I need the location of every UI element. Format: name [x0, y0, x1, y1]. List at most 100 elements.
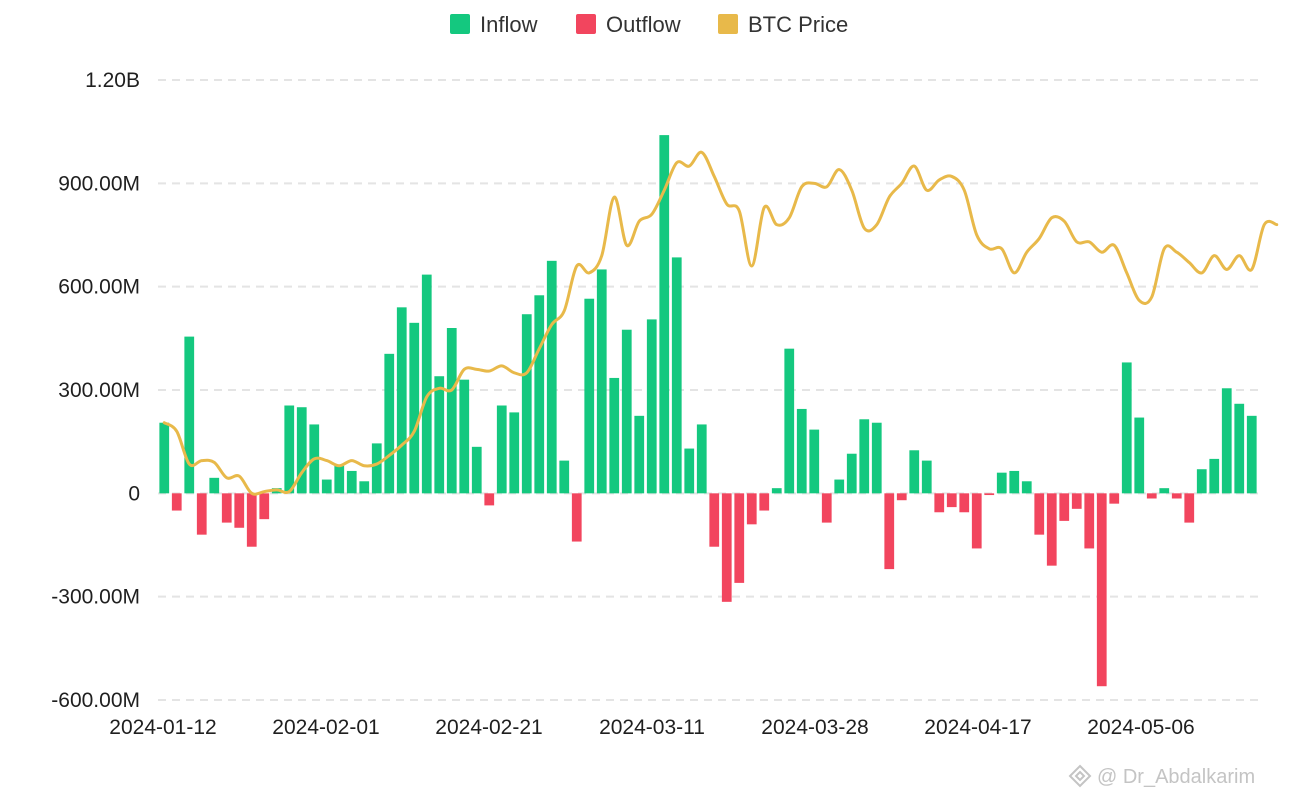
outflow-bar [221, 493, 232, 523]
outflow-bar [246, 493, 257, 547]
outflow-bar [896, 493, 907, 501]
inflow-bar [1134, 417, 1145, 494]
outflow-bar [971, 493, 982, 549]
inflow-bar [371, 443, 382, 494]
inflow-bar [909, 450, 920, 494]
legend-item-btc-price[interactable]: BTC Price [718, 12, 848, 37]
x-tick-label: 2024-02-21 [435, 716, 542, 739]
inflow-bar [384, 353, 395, 494]
legend-swatch-inflow [450, 14, 470, 34]
legend[interactable]: Inflow Outflow BTC Price [450, 12, 848, 37]
x-tick-label: 2024-02-01 [272, 716, 379, 739]
inflow-bar [321, 479, 332, 494]
legend-swatch-btc-price [718, 14, 738, 34]
legend-label-btc-price: BTC Price [748, 12, 848, 37]
btc-price-line-group [162, 150, 1279, 496]
inflow-bar [671, 257, 682, 494]
inflow-bar [496, 405, 507, 494]
inflow-bar [659, 135, 670, 494]
inflow-bar [1009, 470, 1020, 494]
outflow-bar [196, 493, 207, 535]
outflow-bar [759, 493, 770, 511]
inflow-bar [1159, 488, 1170, 494]
y-tick-label: 900.00M [58, 172, 140, 195]
inflow-bar [446, 328, 457, 494]
watermark-text: @ Dr_Abdalkarim [1097, 766, 1255, 788]
y-tick-label: 600.00M [58, 276, 140, 299]
inflow-bar [771, 488, 782, 494]
inflow-bar [1209, 458, 1220, 494]
inflow-bar [334, 465, 345, 494]
inflow-bar [1196, 469, 1207, 494]
outflow-bar [959, 493, 970, 513]
inflow-bar [596, 269, 607, 494]
legend-label-outflow: Outflow [606, 12, 681, 37]
inflow-bar [871, 422, 882, 494]
watermark: @ Dr_Abdalkarim [1068, 764, 1255, 788]
inflow-bar [834, 479, 845, 494]
outflow-bar [934, 493, 945, 513]
inflow-bar [846, 453, 857, 494]
inflow-bar [159, 422, 170, 494]
x-tick-label: 2024-04-17 [924, 716, 1031, 739]
outflow-bar [1184, 493, 1195, 523]
outflow-bar [1096, 493, 1107, 687]
legend-item-outflow[interactable]: Outflow [576, 12, 681, 37]
inflow-bar [1246, 415, 1257, 494]
inflow-bar [409, 322, 420, 494]
inflow-bar [359, 481, 370, 494]
flow-bars [159, 135, 1257, 687]
outflow-bar [746, 493, 757, 525]
outflow-bar [1034, 493, 1045, 535]
inflow-bar [809, 429, 820, 494]
inflow-bar [859, 419, 870, 494]
inflow-bar [184, 336, 195, 494]
legend-item-inflow[interactable]: Inflow [450, 12, 538, 37]
inflow-bar [521, 314, 532, 494]
inflow-bar [459, 379, 470, 494]
outflow-bar [1046, 493, 1057, 566]
inflow-bar [646, 319, 657, 494]
inflow-bar [1021, 481, 1032, 494]
inflow-bar [684, 448, 695, 494]
inflow-bar [559, 460, 570, 494]
inflow-bar [471, 446, 482, 494]
x-tick-label: 2024-01-12 [109, 716, 216, 739]
inflow-bar [996, 472, 1007, 494]
inflow-bar [696, 424, 707, 494]
y-tick-label: -600.00M [51, 689, 140, 712]
inflow-bar [584, 298, 595, 494]
outflow-bar [171, 493, 182, 511]
outflow-bar [1109, 493, 1120, 504]
y-axis-ticks: 1.20B 900.00M 600.00M 300.00M 0 -300.00M -600.… [51, 69, 140, 712]
y-tick-label: 300.00M [58, 379, 140, 402]
x-tick-label: 2024-03-11 [599, 716, 705, 739]
outflow-bar [946, 493, 957, 508]
inflow-bar [434, 376, 445, 494]
inflow-bar [796, 408, 807, 494]
inflow-bar [284, 405, 295, 494]
outflow-bar [1084, 493, 1095, 549]
inflow-bar [634, 415, 645, 494]
inflow-bar [621, 329, 632, 494]
inflow-bar [396, 307, 407, 494]
outflow-bar [709, 493, 720, 547]
inflow-bar [346, 470, 357, 494]
outflow-bar [1146, 493, 1157, 499]
legend-label-inflow: Inflow [480, 12, 538, 37]
y-tick-label: -300.00M [51, 586, 140, 609]
inflow-bar [1221, 388, 1232, 494]
outflow-bar [571, 493, 582, 542]
inflow-bar [296, 407, 307, 494]
outflow-bar [884, 493, 895, 570]
outflow-bar [721, 493, 732, 602]
y-tick-label: 1.20B [85, 69, 140, 92]
x-tick-label: 2024-03-28 [761, 716, 868, 739]
inflow-bar [784, 348, 795, 494]
inflow-bar [534, 295, 545, 494]
legend-swatch-outflow [576, 14, 596, 34]
inflow-bar [1234, 403, 1245, 494]
btc-price-line [162, 150, 1279, 496]
outflow-bar [821, 493, 832, 523]
outflow-bar [484, 493, 495, 506]
